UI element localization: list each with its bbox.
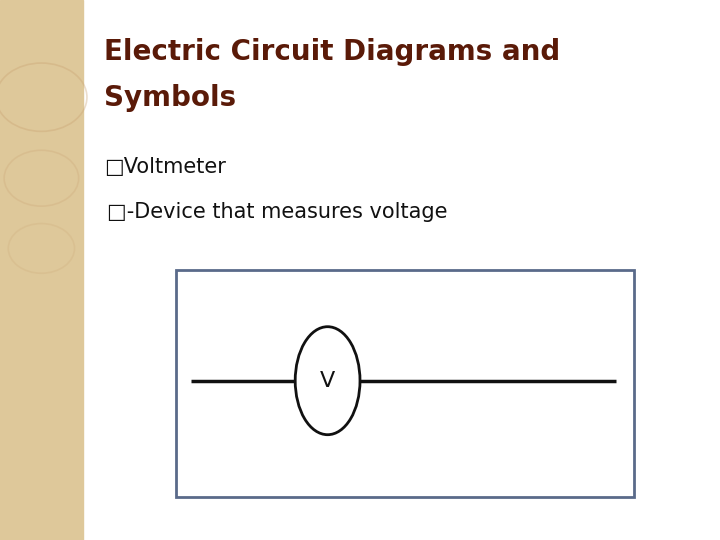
Ellipse shape <box>295 327 360 435</box>
Text: V: V <box>320 370 336 391</box>
Bar <box>0 0 83 540</box>
Text: Electric Circuit Diagrams and: Electric Circuit Diagrams and <box>104 38 561 66</box>
Text: Symbols: Symbols <box>104 84 237 112</box>
Text: □Voltmeter: □Voltmeter <box>104 157 226 177</box>
FancyBboxPatch shape <box>176 270 634 497</box>
Text: □-Device that measures voltage: □-Device that measures voltage <box>107 202 447 222</box>
